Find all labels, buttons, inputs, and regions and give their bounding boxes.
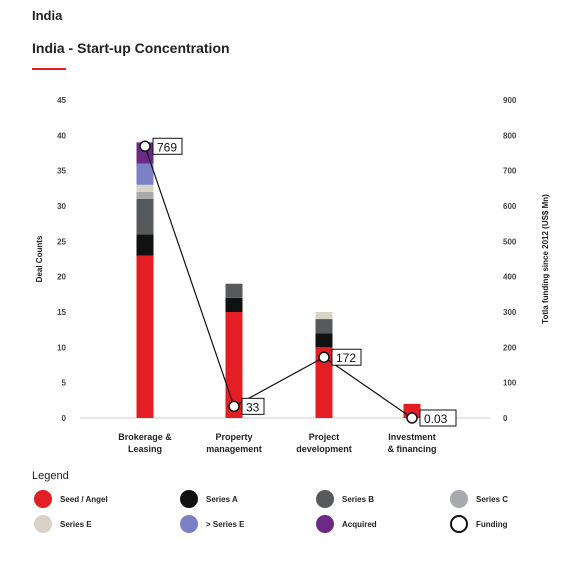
legend-item: Series A: [180, 489, 238, 509]
legend-item: Funding: [450, 514, 508, 534]
legend-label: Series B: [342, 494, 375, 504]
funding-label-box: [241, 397, 265, 415]
x-tick-label: management: [206, 444, 262, 454]
y2-tick-label: 400: [503, 273, 517, 282]
y2-tick-label: 700: [503, 167, 517, 176]
y2-tick-label: 500: [503, 237, 517, 246]
legend-label: > Series E: [206, 519, 245, 529]
legend-item: Series E: [34, 514, 92, 534]
y2-tick-label: 900: [503, 96, 517, 105]
bar-segment: [315, 347, 333, 418]
legend-label: Series A: [206, 494, 238, 504]
y-tick-label: 25: [57, 237, 66, 246]
funding-label-box: [331, 348, 362, 366]
y2-tick-label: 0: [503, 414, 508, 423]
x-tick-label: Project: [309, 432, 340, 442]
bar-segment: [136, 198, 154, 235]
x-tick-label: development: [296, 444, 352, 454]
title-accent-rule: [32, 68, 66, 70]
legend-label: Series E: [60, 519, 92, 529]
bar-segment: [136, 184, 154, 192]
x-tick-label: Leasing: [128, 444, 162, 454]
legend-swatch: [450, 490, 468, 508]
legend-swatch: [180, 515, 198, 533]
legend-item: Series B: [316, 489, 374, 509]
y-tick-label: 10: [57, 343, 66, 352]
legend-label: Series C: [476, 494, 509, 504]
x-tick-label: Property: [215, 432, 252, 442]
x-tick-label: & financing: [388, 444, 437, 454]
legend-label: Seed / Angel: [60, 494, 108, 504]
y-tick-label: 0: [62, 414, 67, 423]
legend-label: Funding: [476, 519, 508, 529]
legend-swatch: [34, 515, 52, 533]
legend-swatch: [180, 490, 198, 508]
legend-item: Seed / Angel: [34, 489, 108, 509]
funding-point: [139, 140, 151, 153]
bar-segment: [136, 234, 154, 256]
y2-tick-label: 100: [503, 379, 517, 388]
funding-point: [406, 412, 418, 424]
country-heading: India: [32, 8, 63, 23]
y2-axis-label: Totla funding since 2012 (US$ Mn): [541, 194, 550, 324]
funding-point: [318, 351, 330, 363]
legend-hollow-swatch: [450, 515, 468, 533]
funding-data-label: 33: [246, 400, 260, 414]
y-tick-label: 30: [57, 202, 66, 211]
legend-label: Acquired: [342, 519, 377, 529]
bar-segment: [225, 283, 243, 298]
legend-title: Legend: [32, 470, 69, 482]
bar-segment: [225, 312, 243, 418]
bar-segment: [136, 163, 154, 185]
funding-data-label: 0.03: [424, 412, 448, 426]
x-tick-label: Investment: [388, 432, 436, 442]
chart: 0 5 10 15 20 25 30 35 40 45 0 100 200 300 400 500 600 700…: [35, 96, 550, 454]
bar-segment: [315, 319, 333, 334]
y2-tick-label: 300: [503, 308, 517, 317]
y-tick-label: 20: [57, 273, 66, 282]
legend-item: Series C: [450, 489, 508, 509]
y-axis-label: Deal Counts: [35, 235, 44, 282]
y-tick-label: 5: [62, 379, 67, 388]
y2-tick-label: 600: [503, 202, 517, 211]
bar-segment: [225, 297, 243, 312]
y-tick-label: 40: [57, 131, 66, 140]
funding-point: [228, 400, 240, 413]
y2-tick-label: 800: [503, 131, 517, 140]
y-tick-label: 45: [57, 96, 66, 105]
bar-segment: [136, 191, 154, 199]
chart-title: India - Start-up Concentration: [32, 40, 230, 56]
y-tick-label: 35: [57, 167, 66, 176]
legend-item: Acquired: [316, 514, 377, 534]
funding-line: [144, 146, 413, 419]
funding-label-box: [152, 137, 183, 155]
y-tick-label: 15: [57, 308, 66, 317]
legend-item: > Series E: [180, 514, 244, 534]
y2-tick-label: 200: [503, 343, 517, 352]
legend-swatch: [34, 490, 52, 508]
legend-swatch: [316, 515, 334, 533]
bar-segment: [315, 312, 333, 320]
funding-data-label: 172: [336, 351, 356, 365]
funding-label-box: [419, 409, 457, 427]
funding-data-label: 769: [157, 140, 177, 154]
bar-segment: [136, 255, 154, 418]
legend-swatch: [316, 490, 334, 508]
bar-segment: [315, 333, 333, 348]
x-tick-label: Brokerage &: [118, 432, 172, 442]
